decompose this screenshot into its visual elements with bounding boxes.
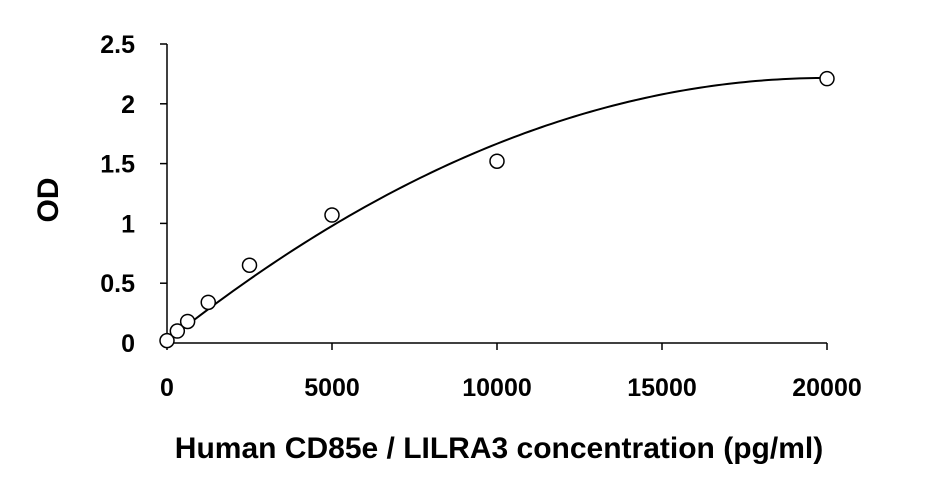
x-tick-label: 5000 bbox=[304, 374, 360, 402]
x-tick-label: 10000 bbox=[462, 374, 532, 402]
y-ticks: 0 0.5 1 1.5 2 2.5 bbox=[100, 31, 167, 358]
y-tick-label: 2 bbox=[121, 91, 135, 119]
y-tick-label: 0 bbox=[121, 330, 135, 358]
data-point bbox=[159, 332, 175, 349]
data-point bbox=[241, 257, 258, 274]
y-tick-label: 2.5 bbox=[100, 31, 135, 59]
data-point bbox=[489, 153, 505, 169]
x-tick-label: 15000 bbox=[627, 374, 697, 402]
trendline-curve bbox=[166, 76, 828, 342]
data-point bbox=[324, 207, 340, 223]
x-tick-label: 0 bbox=[160, 374, 174, 402]
data-point bbox=[169, 323, 186, 339]
y-tick-label: 1 bbox=[121, 210, 135, 238]
y-tick-label: 0.5 bbox=[100, 270, 135, 298]
data-point bbox=[819, 70, 835, 87]
data-point bbox=[200, 294, 216, 311]
y-axis-title: OD bbox=[32, 178, 65, 223]
x-ticks: 0 5000 10000 15000 20000 bbox=[160, 343, 862, 402]
data-point bbox=[179, 313, 196, 330]
axes bbox=[166, 44, 827, 344]
x-tick-label: 20000 bbox=[792, 374, 862, 402]
data-points bbox=[159, 70, 835, 349]
x-axis-title: Human CD85e / LILRA3 concentration (pg/m… bbox=[175, 432, 823, 465]
y-tick-label: 1.5 bbox=[100, 151, 135, 179]
